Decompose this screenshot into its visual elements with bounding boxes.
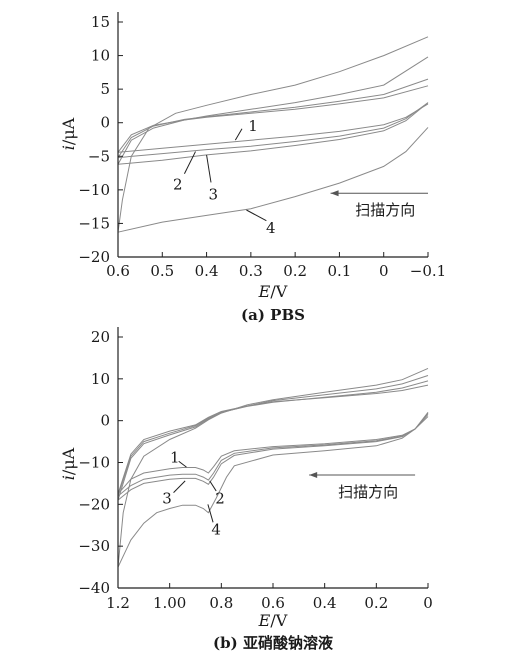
b-curve-1-cathodic — [117, 414, 429, 495]
b-curve-3-cathodic — [117, 411, 429, 501]
a-y-tick-label: −20 — [78, 248, 110, 266]
a-x-tick-label: 0.6 — [106, 262, 130, 280]
a-y-tick-label: 0 — [100, 114, 110, 132]
b-y-tick-label: −20 — [78, 495, 110, 513]
panel-a-caption: (a) PBS — [241, 306, 305, 324]
b-y-tick-label: −40 — [78, 579, 110, 597]
a-curve-label-2: 2 — [173, 175, 183, 193]
a-x-tick-label: 0.1 — [327, 262, 351, 280]
a-scan-arrowhead — [330, 190, 339, 197]
b-y-tick-label: −30 — [78, 537, 110, 555]
b-curve-label-4: 4 — [211, 520, 221, 538]
a-x-tick-label: 0.5 — [150, 262, 174, 280]
b-x-tick-label: 0 — [423, 594, 433, 612]
panel-b-ylabel: i/μA — [59, 447, 78, 480]
a-y-tick-label: −10 — [78, 181, 110, 199]
panel-b-scan-direction: 扫描方向 — [309, 472, 416, 501]
b-x-tick-label: 1.00 — [153, 594, 186, 612]
panel-b-xlabel: E/V — [258, 611, 288, 630]
b-curve-2-cathodic — [117, 412, 429, 497]
a-y-tick-label: −15 — [78, 214, 110, 232]
a-y-tick-label: 15 — [91, 13, 110, 31]
panel-a-curve-labels: 1 2 3 4 — [173, 117, 276, 237]
panel-b-caption: (b) 亚硝酸钠溶液 — [213, 634, 334, 652]
a-leader-4 — [246, 209, 267, 222]
a-curve-4-cathodic — [117, 127, 429, 233]
b-y-tick-label: 10 — [91, 370, 110, 388]
panel-b-sodium-nitrite: 1 2 3 4 20 10 0 −10 −20 −30 −401.2 1.00 0.8 0.6 0.4 0.… — [78, 327, 433, 612]
b-curve-label-2: 2 — [215, 489, 225, 507]
b-x-tick-label: 1.2 — [106, 594, 130, 612]
panel-b-curve-labels: 1 2 3 4 — [162, 448, 225, 538]
b-curve-4-anodic — [117, 367, 429, 568]
a-curve-label-4: 4 — [266, 219, 276, 237]
panel-a-scan-direction: 扫描方向 — [330, 190, 428, 219]
a-curve-1-cathodic — [117, 103, 429, 153]
b-leader-1 — [178, 460, 187, 468]
panel-a-ylabel: i/μA — [59, 117, 78, 150]
b-x-tick-label: 0.4 — [313, 594, 337, 612]
panel-a-curves — [117, 36, 429, 233]
panel-a-pbs: 1 2 3 4 15 10 5 0 −5 −10 −15 −200.6 0.5 0.4 0.3 0.2 0.1… — [78, 12, 446, 280]
a-y-tick-label: 10 — [91, 47, 110, 65]
a-scan-direction-label: 扫描方向 — [355, 201, 415, 219]
b-curve-label-1: 1 — [170, 448, 180, 466]
b-leader-2 — [209, 480, 217, 492]
a-curve-3-anodic — [117, 56, 429, 165]
a-curve-4-anodic — [117, 36, 429, 233]
a-curve-label-1: 1 — [248, 117, 258, 135]
b-y-tick-label: 20 — [91, 328, 110, 346]
panel-b-leaders — [173, 460, 217, 523]
b-x-tick-label: 0.2 — [364, 594, 388, 612]
a-leader-1 — [234, 128, 243, 141]
a-curve-2-cathodic — [117, 102, 429, 159]
a-leader-2 — [183, 151, 196, 174]
a-x-tick-label: −0.1 — [410, 262, 446, 280]
b-scan-direction-label: 扫描方向 — [338, 483, 398, 501]
b-y-tick-label: 0 — [100, 412, 110, 430]
panel-b-curves — [117, 367, 429, 568]
b-curve-4-cathodic — [117, 416, 429, 568]
b-curve-1-anodic — [117, 384, 429, 495]
a-x-tick-label: 0.4 — [195, 262, 219, 280]
b-curve-label-3: 3 — [162, 489, 172, 507]
panel-b-axes: 20 10 0 −10 −20 −30 −401.2 1.00 0.8 0.6 0.4 0.2 0 — [78, 327, 433, 612]
a-x-tick-label: 0.3 — [239, 262, 263, 280]
panel-a-xlabel: E/V — [258, 282, 288, 301]
a-x-tick-label: 0.2 — [283, 262, 307, 280]
a-y-tick-label: −5 — [88, 147, 110, 165]
b-leader-3 — [173, 480, 186, 493]
b-x-tick-label: 0.8 — [209, 594, 233, 612]
panel-a-leaders — [183, 128, 267, 222]
b-leader-4 — [207, 504, 214, 523]
a-curve-2-anodic — [117, 78, 429, 158]
b-x-tick-label: 0.6 — [261, 594, 285, 612]
b-y-tick-label: −10 — [78, 454, 110, 472]
b-scan-arrowhead — [309, 472, 318, 479]
a-x-tick-label: 0 — [379, 262, 389, 280]
panel-a-axes: 15 10 5 0 −5 −10 −15 −200.6 0.5 0.4 0.3 0.2 0.1 0 −0.1 — [78, 12, 446, 280]
a-leader-3 — [206, 154, 212, 183]
a-y-tick-label: 5 — [100, 80, 110, 98]
a-curve-label-3: 3 — [208, 186, 218, 204]
a-curve-3-cathodic — [117, 102, 429, 165]
a-curve-1-anodic — [117, 85, 429, 153]
